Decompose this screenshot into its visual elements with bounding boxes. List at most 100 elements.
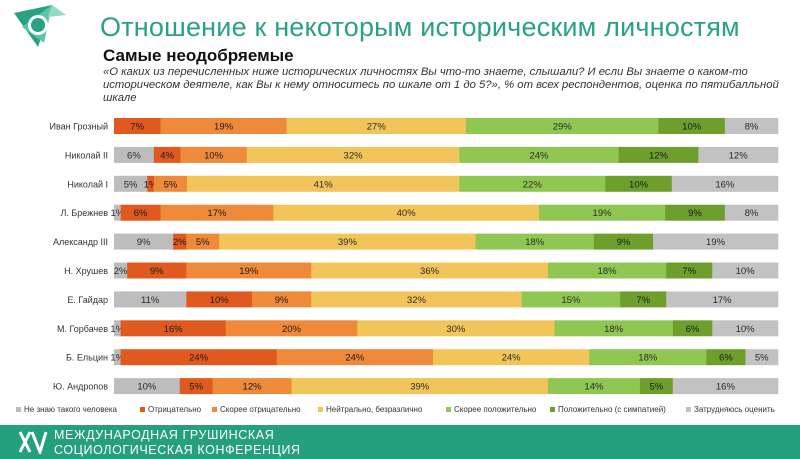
data-label: 20%: [282, 324, 302, 335]
data-label: 9%: [688, 208, 702, 219]
bar-segment: [114, 233, 174, 250]
data-label: 18%: [598, 266, 618, 277]
data-label: 8%: [745, 122, 759, 133]
bar-segment: [357, 320, 555, 337]
bar-segment: [114, 320, 121, 337]
bar-segment: [120, 349, 278, 366]
footer-line-1: МЕЖДУНАРОДНАЯ ГРУШИНСКАЯ: [54, 428, 275, 442]
survey-question: «О каких из перечисленных ниже историчес…: [103, 66, 779, 104]
bar-segment: [273, 204, 540, 221]
data-label: 5%: [650, 382, 664, 393]
bar-segment: [639, 378, 674, 395]
data-label: 32%: [407, 295, 427, 306]
data-label: 17%: [207, 208, 227, 219]
legend-label: Нейтрально, безразлично: [326, 405, 423, 414]
bar-segment: [186, 262, 312, 279]
footer-line-2: СОЦИОЛОГИЧЕСКАЯ КОНФЕРЕНЦИЯ: [54, 443, 301, 457]
bar-segment: [698, 146, 779, 163]
page-subtitle: Самые неодобряемые: [103, 46, 294, 65]
bar-segment: [186, 291, 253, 308]
data-label: 19%: [593, 208, 613, 219]
data-label: 18%: [638, 353, 658, 364]
data-label: 7%: [682, 266, 696, 277]
data-label: 10%: [137, 382, 157, 393]
data-label: 1%: [144, 179, 158, 190]
bar-segment: [547, 262, 667, 279]
data-label: 5%: [124, 179, 138, 190]
bar-segment: [252, 291, 312, 308]
page-title: Отношение к некоторым историческим лично…: [100, 12, 740, 42]
bar-segment: [276, 349, 434, 366]
bar-segment: [160, 118, 287, 134]
bar-segment: [153, 146, 181, 163]
data-label: 2%: [114, 266, 128, 277]
data-label: 1%: [110, 324, 124, 335]
bar-segment: [459, 175, 606, 192]
bar-segment: [114, 262, 128, 279]
bar-segment: [173, 233, 187, 250]
bar-segment: [212, 378, 292, 395]
data-label: 6%: [686, 324, 700, 335]
bar-segment: [286, 118, 467, 134]
data-label: 19%: [239, 266, 259, 277]
category-label: Александр III: [53, 237, 108, 247]
bar-segment: [120, 204, 161, 221]
legend-label: Не знаю такого человека: [24, 405, 118, 414]
bar-segment: [724, 204, 779, 221]
bar-segment: [665, 204, 726, 221]
legend-swatch: [140, 407, 145, 412]
data-label: 10%: [629, 179, 649, 190]
data-label: 6%: [127, 150, 141, 161]
legend-swatch: [686, 407, 691, 412]
data-label: 15%: [561, 295, 581, 306]
bar-segment: [554, 320, 674, 337]
data-label: 16%: [715, 179, 735, 190]
bar-segment: [432, 349, 590, 366]
bar-segment: [246, 146, 460, 163]
data-label: 5%: [164, 179, 178, 190]
data-label: 12%: [649, 150, 669, 161]
bar-segment: [666, 262, 713, 279]
data-label: 9%: [275, 295, 289, 306]
data-label: 39%: [410, 382, 430, 393]
data-label: 10%: [736, 324, 756, 335]
bar-segment: [179, 378, 213, 395]
data-label: 2%: [173, 237, 187, 248]
data-label: 6%: [719, 353, 733, 364]
bar-segment: [186, 233, 220, 250]
data-label: 5%: [196, 237, 210, 248]
bar-segment: [589, 349, 707, 366]
bar-segment: [465, 118, 659, 134]
footer-bar: МЕЖДУНАРОДНАЯ ГРУШИНСКАЯ СОЦИОЛОГИЧЕСКАЯ…: [0, 425, 800, 459]
bar-segment: [672, 320, 713, 337]
legend-swatch: [550, 407, 555, 412]
legend-swatch: [212, 407, 217, 412]
footer-text: МЕЖДУНАРОДНАЯ ГРУШИНСКАЯ СОЦИОЛОГИЧЕСКАЯ…: [54, 428, 384, 458]
bar-segment: [114, 378, 181, 395]
data-label: 27%: [367, 122, 387, 133]
data-label: 24%: [502, 353, 522, 364]
bar-segment: [745, 349, 779, 366]
bar-segment: [180, 146, 248, 163]
bar-segment: [114, 291, 187, 308]
data-label: 16%: [164, 324, 184, 335]
bar-segment: [160, 204, 274, 221]
bar-segment: [706, 349, 746, 366]
bar-segment: [475, 233, 595, 250]
category-label: Н. Хрушев: [64, 266, 108, 276]
data-label: 12%: [243, 382, 263, 393]
bar-segment: [547, 378, 641, 395]
legend-swatch: [16, 407, 21, 412]
data-label: 40%: [397, 208, 417, 219]
legend-swatch: [446, 407, 451, 412]
bar-segment: [120, 320, 227, 337]
data-label: 5%: [755, 353, 769, 364]
legend-label: Отрицательно: [148, 405, 202, 414]
data-label: 6%: [134, 208, 148, 219]
bar-segment: [672, 378, 779, 395]
data-label: 7%: [636, 295, 650, 306]
legend-swatch: [318, 407, 323, 412]
bar-segment: [521, 291, 621, 308]
bar-segment: [658, 118, 726, 134]
data-label: 18%: [525, 237, 545, 248]
